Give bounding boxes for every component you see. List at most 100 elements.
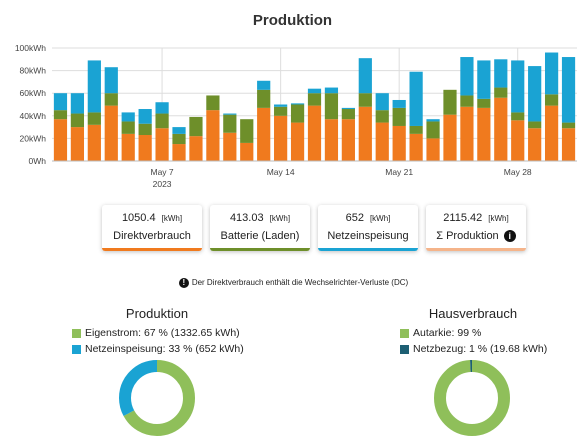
bar-segment bbox=[121, 121, 135, 134]
bar-segment bbox=[87, 124, 101, 161]
legend-label: Netzeinspeisung: 33 % (652 kWh) bbox=[85, 343, 244, 355]
legend-item-autarkie[interactable]: Autarkie: 99 % bbox=[400, 325, 547, 341]
x-tick-label: May 14 bbox=[267, 167, 295, 177]
bar-segment bbox=[155, 128, 169, 161]
y-tick-label: 0Wh bbox=[29, 156, 47, 166]
donut-title-hausverbrauch: Hausverbrauch bbox=[428, 306, 518, 321]
kpi-value: 413.03 bbox=[229, 212, 264, 224]
bar-segment bbox=[341, 119, 355, 161]
bar-segment bbox=[53, 110, 68, 120]
bar-segment bbox=[121, 133, 135, 161]
bar-segment bbox=[307, 88, 322, 94]
donut-segment bbox=[434, 360, 510, 436]
kpi-row: 1050.4 [kWh] Direktverbrauch 413.03 [kWh] … bbox=[102, 205, 526, 251]
y-tick-label: 100kWh bbox=[15, 43, 46, 53]
donut-produktion bbox=[119, 360, 195, 436]
bar-segment bbox=[223, 113, 237, 115]
bar-segment bbox=[324, 87, 339, 94]
bar-segment bbox=[206, 110, 220, 161]
kpi-unit: [kWh] bbox=[269, 214, 291, 223]
bar-segment bbox=[53, 119, 68, 161]
bar-segment bbox=[426, 138, 440, 161]
bar-segment bbox=[189, 136, 203, 161]
x-tick-sublabel: 2023 bbox=[153, 179, 172, 189]
bar-segment bbox=[274, 106, 288, 116]
bar-segment bbox=[274, 115, 288, 161]
kpi-color-bar bbox=[102, 248, 202, 251]
bar-segment bbox=[104, 67, 118, 94]
bar-segment bbox=[240, 119, 254, 143]
bar-segment bbox=[257, 89, 271, 108]
bar-segment bbox=[257, 80, 271, 90]
bar-segment bbox=[392, 125, 406, 161]
kpi-netzeinspeisung: 652 [kWh] Netzeinspeisung bbox=[318, 205, 418, 251]
bar-segment bbox=[104, 93, 118, 106]
bar-segment bbox=[290, 103, 305, 105]
bar-segment bbox=[494, 59, 508, 88]
legend-item-eigenstrom[interactable]: Eigenstrom: 67 % (1332.65 kWh) bbox=[72, 325, 244, 341]
bar-segment bbox=[528, 128, 542, 161]
legend-produktion: Eigenstrom: 67 % (1332.65 kWh) Netzeinsp… bbox=[72, 325, 244, 357]
kpi-color-bar bbox=[426, 248, 526, 251]
x-tick-label: May 21 bbox=[385, 167, 413, 177]
legend-hausverbrauch: Autarkie: 99 % Netzbezug: 1 % (19.68 kWh… bbox=[400, 325, 547, 357]
kpi-color-bar bbox=[318, 248, 418, 251]
kpi-summe-produktion: 2115.42 [kWh] Σ Produktion i bbox=[426, 205, 526, 251]
legend-label: Autarkie: 99 % bbox=[413, 327, 482, 339]
bar-segment bbox=[87, 60, 101, 113]
bar-segment bbox=[511, 112, 525, 121]
bar-segment bbox=[409, 125, 423, 134]
bar-segment bbox=[392, 99, 406, 108]
bar-segment bbox=[70, 113, 85, 128]
kpi-batterie: 413.03 [kWh] Batterie (Laden) bbox=[210, 205, 310, 251]
bar-segment bbox=[172, 144, 186, 161]
x-tick-label: May 28 bbox=[504, 167, 532, 177]
production-bar-chart: 0Wh 20kWh 40kWh 60kWh 80kWh 100kWh May 7 2023 Ma… bbox=[15, 43, 577, 189]
bar-segment bbox=[409, 71, 423, 126]
y-tick-label: 20kWh bbox=[20, 133, 47, 143]
bar-segment bbox=[460, 106, 474, 161]
donut-hausverbrauch bbox=[434, 360, 510, 436]
bar-segment bbox=[358, 106, 372, 161]
legend-swatch bbox=[400, 328, 409, 338]
bar-segment bbox=[155, 113, 169, 129]
bar-segment bbox=[172, 127, 186, 134]
bar-segment bbox=[375, 93, 389, 111]
kpi-unit: [kWh] bbox=[369, 214, 391, 223]
bar-segment bbox=[206, 95, 220, 111]
bar-segment bbox=[324, 93, 339, 120]
bar-segment bbox=[240, 142, 254, 161]
bar-segment bbox=[375, 122, 389, 161]
bar-segment bbox=[511, 60, 525, 113]
bar-segment bbox=[494, 97, 508, 161]
bar-segment bbox=[358, 58, 372, 94]
legend-item-netzbezug[interactable]: Netzbezug: 1 % (19.68 kWh) bbox=[400, 341, 547, 357]
bar-segment bbox=[528, 121, 542, 129]
legend-item-netzeinspeisung[interactable]: Netzeinspeisung: 33 % (652 kWh) bbox=[72, 341, 244, 357]
kpi-label: Batterie (Laden) bbox=[220, 230, 300, 242]
bar-segment bbox=[443, 114, 457, 161]
bar-segment bbox=[104, 105, 118, 161]
bar-segment bbox=[477, 107, 491, 161]
legend-label: Eigenstrom: 67 % (1332.65 kWh) bbox=[85, 327, 240, 339]
bar-segment bbox=[307, 93, 322, 106]
note: ! Der Direktverbrauch enthält die Wechsel… bbox=[0, 278, 585, 288]
kpi-label: Σ Produktion bbox=[436, 230, 499, 242]
warning-icon: ! bbox=[178, 278, 189, 288]
info-icon[interactable]: i bbox=[503, 230, 516, 243]
bar-segment bbox=[324, 119, 339, 161]
bar-segment bbox=[138, 135, 152, 161]
kpi-label: Direktverbrauch bbox=[113, 230, 191, 242]
bar-segment bbox=[409, 133, 423, 161]
kpi-unit: [kWh] bbox=[161, 214, 183, 223]
bar-segment bbox=[460, 95, 474, 107]
y-tick-label: 80kWh bbox=[20, 66, 47, 76]
bar-segment bbox=[87, 112, 101, 125]
donut-segment bbox=[119, 360, 195, 436]
kpi-color-bar bbox=[210, 248, 310, 251]
bar-segment bbox=[53, 93, 68, 111]
kpi-value: 652 bbox=[345, 212, 364, 224]
bar-segment bbox=[138, 109, 152, 124]
bar-segment bbox=[544, 105, 559, 161]
bar-segment bbox=[290, 104, 305, 123]
